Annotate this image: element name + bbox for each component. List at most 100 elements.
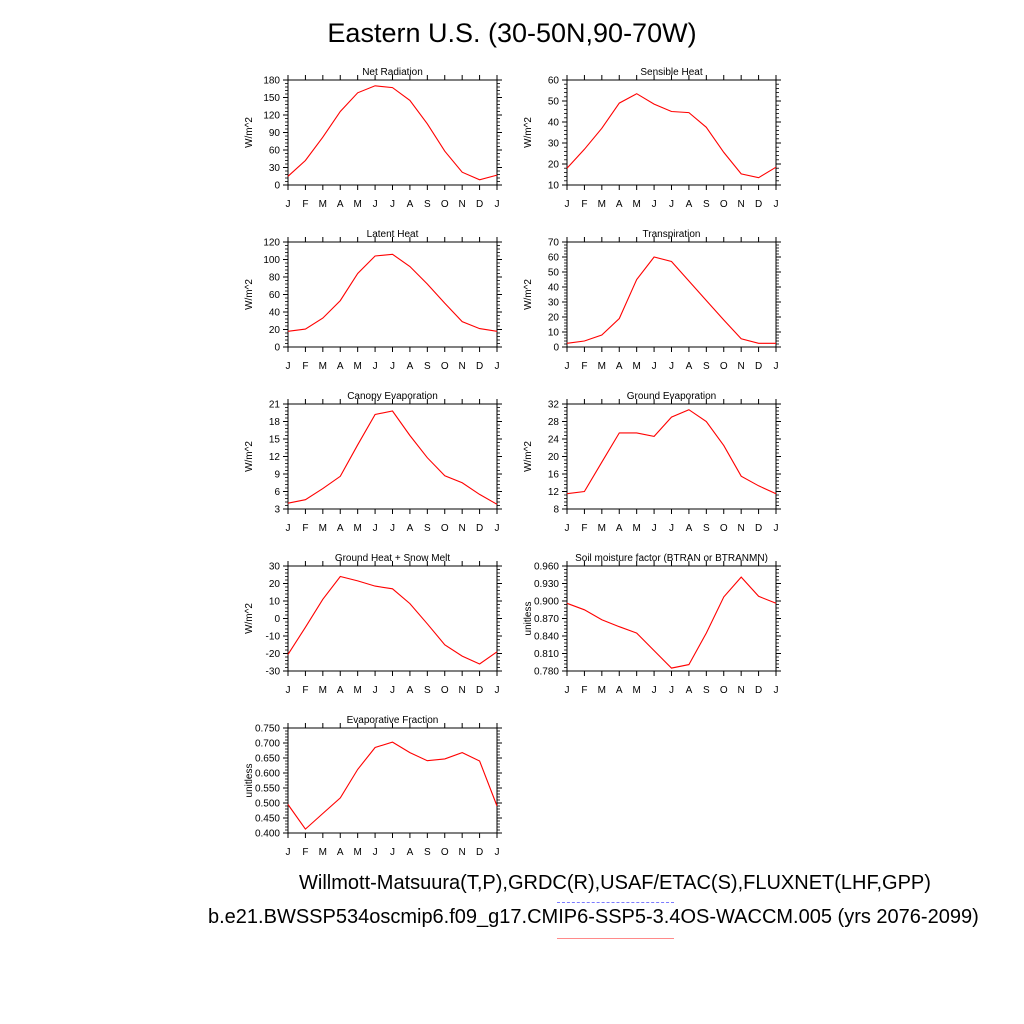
x-tick-label: J	[669, 199, 674, 210]
y-tick-label: 10	[548, 328, 560, 339]
x-tick-label: J	[390, 361, 395, 372]
x-tick-label: A	[616, 199, 623, 210]
y-axis-label: W/m^2	[523, 441, 534, 472]
x-tick-label: M	[598, 685, 606, 696]
x-tick-label: N	[738, 685, 745, 696]
x-tick-label: J	[495, 685, 500, 696]
plot-frame	[566, 403, 777, 510]
y-tick-label: 0	[274, 614, 280, 625]
series-line	[287, 575, 498, 665]
y-tick-label: 15	[269, 435, 281, 446]
x-tick-label: J	[565, 199, 570, 210]
x-tick-label: D	[476, 685, 483, 696]
x-tick-label: J	[495, 847, 500, 858]
y-tick-label: 0.960	[534, 562, 559, 573]
panel-title: Evaporative Fraction	[347, 715, 439, 726]
y-tick-label: 21	[269, 400, 281, 411]
series-line	[287, 253, 498, 332]
plot-frame	[287, 241, 498, 348]
x-tick-label: J	[652, 685, 657, 696]
x-tick-label: D	[476, 361, 483, 372]
x-tick-label: D	[755, 199, 762, 210]
x-tick-label: O	[441, 847, 449, 858]
y-tick-label: 0.870	[534, 614, 559, 625]
x-tick-label: A	[686, 523, 693, 534]
y-tick-label: 60	[269, 290, 281, 301]
observations-source-line: Willmott-Matsuura(T,P),GRDC(R),USAF/ETAC…	[299, 872, 931, 894]
x-tick-label: O	[441, 361, 449, 372]
x-tick-label: O	[441, 523, 449, 534]
x-tick-label: N	[459, 685, 466, 696]
y-axis-label: W/m^2	[244, 603, 255, 634]
y-tick-label: 12	[548, 487, 560, 498]
y-tick-label: -10	[266, 632, 281, 643]
series-line	[287, 741, 498, 830]
x-tick-label: D	[476, 523, 483, 534]
x-tick-label: N	[459, 847, 466, 858]
x-tick-label: M	[598, 523, 606, 534]
y-tick-label: 30	[269, 562, 281, 573]
plot-frame	[287, 403, 498, 510]
x-tick-label: D	[476, 847, 483, 858]
x-tick-label: J	[286, 847, 291, 858]
y-tick-label: 50	[548, 97, 560, 108]
x-tick-label: J	[373, 199, 378, 210]
x-tick-label: M	[598, 361, 606, 372]
panel-title: Ground Heat + Snow Melt	[335, 553, 451, 564]
x-tick-label: J	[652, 523, 657, 534]
x-tick-label: A	[407, 199, 414, 210]
x-tick-label: F	[581, 685, 587, 696]
y-tick-label: -30	[266, 667, 281, 678]
x-tick-label: S	[424, 361, 431, 372]
panel-title: Latent Heat	[367, 229, 419, 240]
y-tick-label: 150	[263, 93, 280, 104]
y-tick-label: 100	[263, 255, 280, 266]
x-tick-label: J	[652, 199, 657, 210]
x-tick-label: O	[720, 199, 728, 210]
x-tick-label: S	[703, 523, 710, 534]
x-tick-label: J	[495, 199, 500, 210]
x-tick-label: A	[407, 361, 414, 372]
y-axis-label: W/m^2	[523, 279, 534, 310]
y-tick-label: 0	[553, 343, 559, 354]
x-tick-label: S	[424, 523, 431, 534]
panel-ground-heat-snow-melt: Ground Heat + Snow Melt W/m^2 -30 -20 -10 0 10…	[244, 553, 502, 696]
y-tick-label: 18	[269, 417, 281, 428]
y-axis-label: unitless	[523, 602, 534, 636]
panel-title: Sensible Heat	[640, 67, 702, 78]
x-tick-label: F	[581, 523, 587, 534]
x-tick-label: O	[720, 523, 728, 534]
x-tick-label: F	[302, 685, 308, 696]
y-tick-label: 24	[548, 435, 560, 446]
y-tick-label: 120	[263, 111, 280, 122]
x-tick-label: N	[459, 523, 466, 534]
y-tick-label: 16	[548, 470, 560, 481]
y-tick-label: 180	[263, 76, 280, 87]
y-tick-label: 20	[269, 325, 281, 336]
x-tick-label: J	[495, 523, 500, 534]
x-tick-label: F	[302, 361, 308, 372]
x-tick-label: J	[774, 523, 779, 534]
x-tick-label: O	[720, 685, 728, 696]
y-tick-label: 10	[269, 597, 281, 608]
x-tick-label: S	[703, 685, 710, 696]
y-axis-label: unitless	[244, 764, 255, 798]
y-axis-label: W/m^2	[244, 117, 255, 148]
x-tick-label: M	[319, 199, 327, 210]
x-tick-label: M	[598, 199, 606, 210]
x-tick-label: N	[738, 199, 745, 210]
y-tick-label: 20	[548, 452, 560, 463]
y-tick-label: 0.900	[534, 597, 559, 608]
series-line	[566, 409, 777, 495]
x-tick-label: M	[353, 523, 361, 534]
x-tick-label: J	[495, 361, 500, 372]
x-tick-label: M	[319, 685, 327, 696]
y-tick-label: 32	[548, 400, 560, 411]
y-tick-label: 0.780	[534, 667, 559, 678]
x-tick-label: M	[353, 847, 361, 858]
y-tick-label: 40	[548, 283, 560, 294]
y-tick-label: 70	[548, 238, 560, 249]
